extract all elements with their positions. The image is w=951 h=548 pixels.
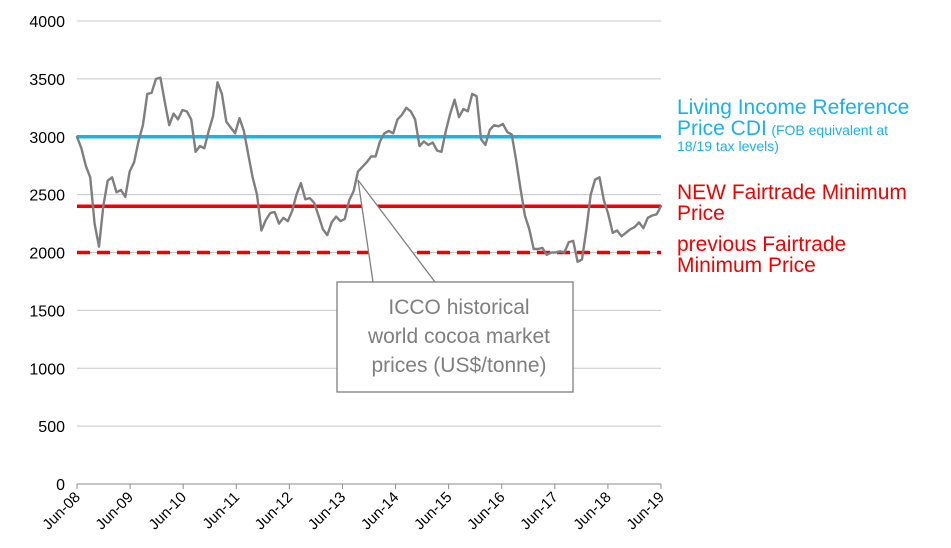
- living-income-line-1: Living Income Reference: [677, 96, 910, 119]
- x-tick-label: Jun-18: [570, 489, 614, 533]
- x-tick-label: Jun-09: [92, 489, 136, 533]
- price-line: [75, 76, 663, 263]
- y-axis-tick-labels: 0 500 1000 1500 2000 2500 3000 3500 4000: [29, 14, 65, 494]
- x-tick-label: Jun-16: [464, 489, 508, 533]
- y-tick-label: 2000: [29, 246, 65, 263]
- x-tick-label: Jun-19: [623, 489, 667, 533]
- y-tick-label: 500: [38, 419, 65, 436]
- living-income-label: Living Income Reference Price CDI (FOB e…: [677, 97, 909, 153]
- x-tick-label: Jun-10: [146, 489, 190, 533]
- y-tick-label: 3000: [29, 130, 65, 147]
- callout-line-2: world cocoa market: [367, 325, 551, 348]
- y-tick-label: 2500: [29, 188, 65, 205]
- x-tick-label: Jun-08: [39, 489, 83, 533]
- previous-fairtrade-label: previous Fairtrade Minimum Price: [677, 234, 846, 276]
- y-tick-label: 0: [56, 477, 65, 494]
- living-income-note-2: 18/19 tax levels): [677, 138, 779, 154]
- callout-line-3: prices (US$/tonne): [371, 354, 547, 377]
- x-tick-label: Jun-14: [358, 489, 402, 533]
- x-tick-label: Jun-12: [252, 489, 296, 533]
- previous-fairtrade-line-2: Minimum Price: [677, 254, 816, 277]
- x-axis-tick-labels: Jun-08 Jun-09 Jun-10 Jun-11 Jun-12 Jun-13 Jun-…: [39, 489, 667, 533]
- y-tick-label: 3500: [29, 72, 65, 89]
- y-tick-label: 1500: [29, 303, 65, 320]
- callout-rect: [336, 281, 574, 393]
- y-tick-label: 4000: [29, 14, 65, 31]
- living-income-note: (FOB equivalent at: [771, 122, 889, 138]
- living-income-line-2: Price CDI: [677, 117, 767, 140]
- x-tick-label: Jun-13: [305, 489, 349, 533]
- callout-pointer: [357, 179, 436, 283]
- previous-fairtrade-line-1: previous Fairtrade: [677, 233, 847, 256]
- new-fairtrade-line-2: Price: [677, 202, 725, 225]
- x-tick-label: Jun-17: [517, 489, 561, 533]
- price-series: [75, 76, 663, 263]
- new-fairtrade-line-1: NEW Fairtrade Minimum: [677, 181, 907, 204]
- x-tick-label: Jun-15: [411, 489, 455, 533]
- x-axis: [76, 483, 662, 489]
- callout-text: ICCO historical world cocoa market price…: [345, 293, 573, 380]
- new-fairtrade-label: NEW Fairtrade Minimum Price: [677, 182, 907, 224]
- y-tick-label: 1000: [29, 361, 65, 378]
- x-tick-label: Jun-11: [199, 489, 243, 533]
- callout-line-1: ICCO historical: [388, 296, 530, 319]
- callout-box: [336, 179, 574, 393]
